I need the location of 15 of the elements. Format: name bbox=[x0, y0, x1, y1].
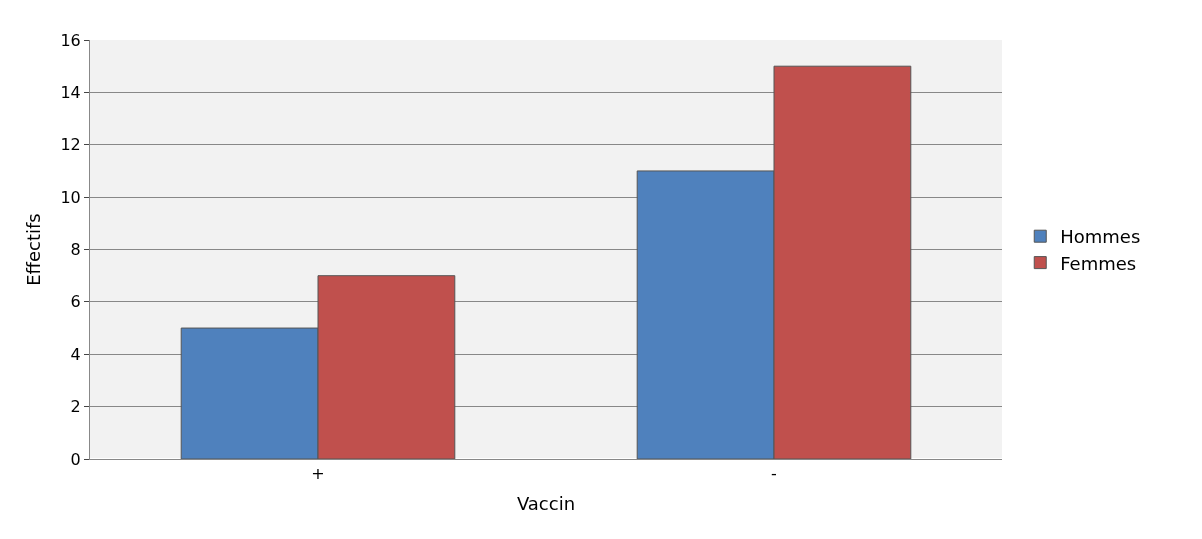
legend-label: Femmes bbox=[1060, 252, 1137, 274]
x-tick-label: - bbox=[771, 464, 777, 484]
y-tick-label: 2 bbox=[70, 397, 81, 417]
y-tick-label: 8 bbox=[70, 240, 81, 260]
y-tick-label: 0 bbox=[70, 449, 81, 469]
y-tick-label: 6 bbox=[70, 292, 81, 312]
x-tick-label: + bbox=[311, 464, 325, 484]
y-tick-label: 12 bbox=[60, 135, 81, 155]
y-axis-title: Effectifs bbox=[22, 213, 44, 286]
y-tick-label: 14 bbox=[60, 82, 81, 102]
legend-label: Hommes bbox=[1060, 226, 1141, 248]
y-tick-label: 10 bbox=[60, 187, 81, 207]
y-tick-label: 4 bbox=[70, 344, 81, 364]
y-tick-label: 16 bbox=[60, 30, 81, 50]
x-axis-title: Vaccin bbox=[516, 493, 576, 515]
